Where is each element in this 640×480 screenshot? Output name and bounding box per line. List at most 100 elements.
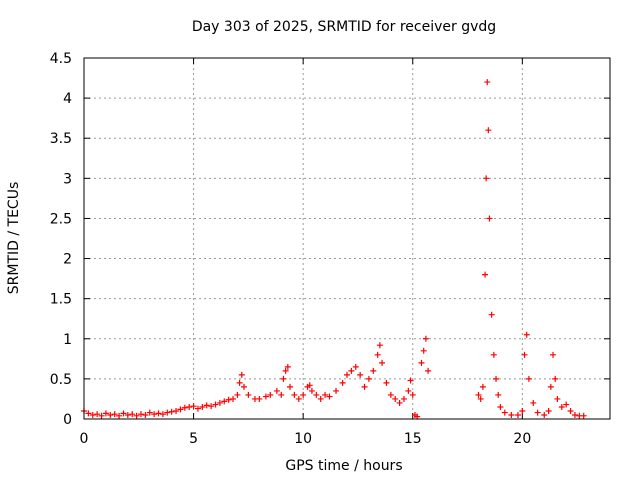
data-point (262, 393, 269, 400)
y-tick-label: 2.5 (50, 211, 72, 227)
data-point (418, 359, 425, 366)
data-point (236, 379, 243, 386)
data-point (177, 406, 184, 413)
data-point (348, 367, 355, 374)
y-tick-label: 2 (63, 252, 72, 268)
data-point (155, 410, 162, 417)
data-point (221, 398, 228, 405)
data-point (475, 391, 482, 398)
data-point (313, 391, 320, 398)
data-point (370, 367, 377, 374)
data-point (159, 411, 166, 418)
data-point (124, 411, 131, 418)
data-point (173, 407, 180, 414)
data-point (137, 411, 144, 418)
data-point (240, 383, 247, 390)
data-point (94, 411, 101, 418)
data-point (485, 127, 492, 134)
data-point (151, 411, 158, 418)
data-point (400, 395, 407, 402)
data-point (256, 395, 263, 402)
data-point (484, 79, 491, 86)
x-tick-label: 15 (404, 431, 422, 447)
data-point (199, 403, 206, 410)
data-point (344, 371, 350, 378)
data-point (486, 215, 493, 222)
data-point (514, 411, 521, 418)
data-point (482, 271, 489, 278)
data-point (339, 379, 346, 386)
x-tick-label: 0 (80, 431, 89, 447)
data-point (497, 403, 504, 410)
data-point (267, 391, 274, 398)
data-point (287, 383, 294, 390)
data-point (365, 375, 372, 382)
data-point (387, 391, 394, 398)
data-point (396, 399, 403, 406)
data-point (405, 387, 412, 394)
data-point (208, 403, 215, 410)
data-point (519, 407, 526, 414)
y-tick-label: 4.5 (50, 51, 72, 67)
data-point (194, 405, 201, 412)
data-point (322, 391, 329, 398)
x-tick-label: 10 (294, 431, 312, 447)
data-point (376, 342, 383, 349)
data-point (333, 387, 340, 394)
data-point (186, 403, 193, 410)
data-point (541, 411, 548, 418)
y-tick-label: 1 (63, 332, 72, 348)
data-point (133, 412, 140, 419)
data-point (326, 393, 333, 400)
y-axis-label: SRMTID / TECUs (6, 182, 22, 295)
axis-ticks (83, 57, 610, 420)
data-point (181, 404, 188, 411)
data-point (102, 410, 109, 417)
data-point (142, 411, 149, 418)
data-point (409, 391, 416, 398)
x-tick-label: 20 (513, 431, 531, 447)
plot-frame (83, 57, 611, 420)
data-point (493, 375, 500, 382)
y-tick-label: 0 (63, 412, 72, 428)
data-point (425, 367, 432, 374)
data-point (203, 402, 210, 409)
grid (84, 58, 610, 419)
data-point (523, 331, 530, 338)
data-point (129, 411, 136, 418)
y-tick-label: 3.5 (50, 131, 72, 147)
data-point (550, 351, 557, 358)
data-point (352, 363, 359, 370)
data-point (495, 391, 502, 398)
data-point (488, 311, 495, 318)
data-point (98, 412, 105, 419)
data-point (168, 408, 175, 415)
data-point (273, 387, 280, 394)
data-point (525, 375, 532, 382)
data-point (89, 411, 96, 418)
data-point (571, 411, 578, 418)
data-point (284, 363, 291, 370)
data-point (374, 351, 381, 358)
data-point (379, 359, 386, 366)
data-point (212, 401, 219, 408)
data-point (392, 395, 399, 402)
data-point (563, 401, 570, 408)
data-point (554, 395, 561, 402)
y-tick-label: 0.5 (50, 372, 72, 388)
data-point (295, 395, 302, 402)
data-point (530, 399, 537, 406)
data-point (291, 391, 298, 398)
data-point (357, 371, 364, 378)
data-point (477, 395, 484, 402)
y-tick-label: 3 (63, 171, 72, 187)
data-point (534, 409, 541, 416)
data-point (190, 403, 197, 410)
data-point (483, 175, 490, 182)
y-tick-label: 4 (63, 91, 72, 107)
data-point (383, 379, 390, 386)
data-point (300, 391, 307, 398)
data-point (216, 399, 223, 406)
data-point (245, 391, 252, 398)
data-point (508, 411, 515, 418)
